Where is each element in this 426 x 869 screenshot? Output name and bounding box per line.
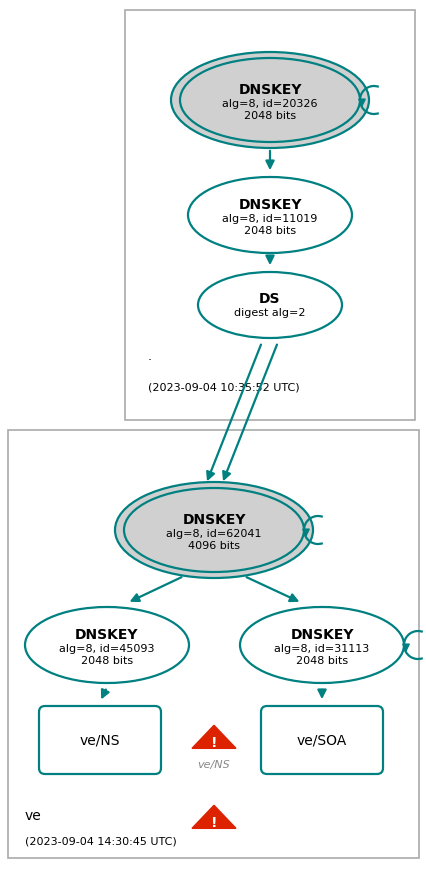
Text: 2048 bits: 2048 bits — [295, 656, 347, 666]
Ellipse shape — [170, 52, 368, 148]
Ellipse shape — [180, 58, 359, 142]
Ellipse shape — [25, 607, 189, 683]
FancyBboxPatch shape — [260, 706, 382, 774]
Text: 2048 bits: 2048 bits — [243, 226, 295, 236]
Text: ve/NS: ve/NS — [80, 733, 120, 747]
Bar — [125, 10, 414, 420]
Text: alg=8, id=62041: alg=8, id=62041 — [166, 529, 261, 539]
Text: ve/NS: ve/NS — [197, 760, 230, 770]
Text: DNSKEY: DNSKEY — [290, 628, 353, 642]
Ellipse shape — [124, 488, 303, 572]
Text: alg=8, id=20326: alg=8, id=20326 — [222, 99, 317, 109]
Text: alg=8, id=31113: alg=8, id=31113 — [274, 644, 369, 654]
Text: 4096 bits: 4096 bits — [187, 541, 239, 551]
Text: alg=8, id=11019: alg=8, id=11019 — [222, 214, 317, 224]
Text: (2023-09-04 10:35:52 UTC): (2023-09-04 10:35:52 UTC) — [148, 382, 299, 392]
Ellipse shape — [239, 607, 403, 683]
Text: 2048 bits: 2048 bits — [243, 111, 295, 121]
FancyBboxPatch shape — [39, 706, 161, 774]
Text: DNSKEY: DNSKEY — [238, 83, 301, 97]
Text: 2048 bits: 2048 bits — [81, 656, 133, 666]
Ellipse shape — [187, 177, 351, 253]
Text: DNSKEY: DNSKEY — [238, 198, 301, 212]
Text: ve/SOA: ve/SOA — [296, 733, 346, 747]
Text: alg=8, id=45093: alg=8, id=45093 — [59, 644, 154, 654]
Text: !: ! — [210, 736, 217, 750]
Text: (2023-09-04 14:30:45 UTC): (2023-09-04 14:30:45 UTC) — [25, 837, 176, 847]
Ellipse shape — [115, 482, 312, 578]
Polygon shape — [192, 806, 236, 828]
Text: DS: DS — [259, 292, 280, 306]
Text: .: . — [148, 350, 152, 363]
Ellipse shape — [198, 272, 341, 338]
Text: DNSKEY: DNSKEY — [182, 513, 245, 527]
Text: ve: ve — [25, 809, 42, 823]
Polygon shape — [192, 726, 236, 748]
Text: digest alg=2: digest alg=2 — [234, 308, 305, 318]
Text: DNSKEY: DNSKEY — [75, 628, 138, 642]
Text: !: ! — [210, 816, 217, 830]
Bar — [8, 430, 418, 858]
